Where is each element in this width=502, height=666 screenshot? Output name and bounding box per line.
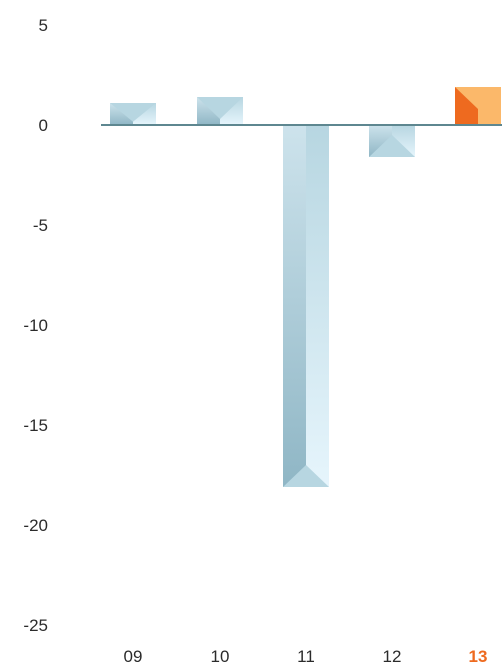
bar-cap-bevel [110, 103, 156, 122]
x-axis: 09 10 11 12 13 [124, 647, 488, 666]
y-tick-label: -15 [23, 416, 48, 435]
y-tick-label: 5 [39, 16, 48, 35]
bar-cap-bevel [455, 87, 501, 109]
x-category-label: 09 [124, 647, 143, 666]
bar-13 [455, 87, 501, 125]
y-tick-label: -20 [23, 516, 48, 535]
bar-cap-bevel [283, 465, 329, 487]
x-category-label: 11 [297, 647, 315, 666]
bar-right-face [306, 125, 329, 487]
y-tick-label: 0 [39, 116, 48, 135]
bar-11 [283, 125, 329, 487]
y-tick-label: -5 [33, 216, 48, 235]
bar-group [110, 87, 501, 487]
x-category-label: 13 [469, 647, 488, 666]
bar-09 [110, 103, 156, 125]
x-category-label: 10 [211, 647, 230, 666]
y-tick-label: -10 [23, 316, 48, 335]
y-tick-label: -25 [23, 616, 48, 635]
x-category-label: 12 [383, 647, 402, 666]
y-axis: 5 0 -5 -10 -15 -20 -25 [23, 16, 48, 635]
bar-cap-bevel [369, 135, 415, 157]
bar-12 [369, 125, 415, 157]
bar-left-face [283, 125, 306, 487]
bar-cap-bevel [197, 97, 243, 119]
bar-10 [197, 97, 243, 125]
